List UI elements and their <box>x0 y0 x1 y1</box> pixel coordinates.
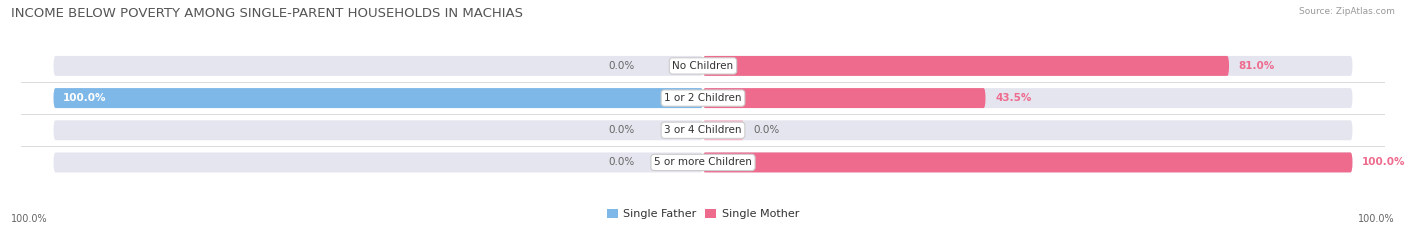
FancyBboxPatch shape <box>53 120 703 140</box>
Text: 0.0%: 0.0% <box>754 125 780 135</box>
Text: 81.0%: 81.0% <box>1239 61 1275 71</box>
FancyBboxPatch shape <box>703 88 1353 108</box>
FancyBboxPatch shape <box>703 88 986 108</box>
FancyBboxPatch shape <box>53 152 703 172</box>
FancyBboxPatch shape <box>703 56 1229 76</box>
Text: 100.0%: 100.0% <box>11 214 48 224</box>
FancyBboxPatch shape <box>703 152 1353 172</box>
FancyBboxPatch shape <box>703 120 1353 140</box>
Text: 5 or more Children: 5 or more Children <box>654 158 752 168</box>
FancyBboxPatch shape <box>703 120 744 140</box>
Text: 100.0%: 100.0% <box>63 93 107 103</box>
Text: Source: ZipAtlas.com: Source: ZipAtlas.com <box>1299 7 1395 16</box>
Text: No Children: No Children <box>672 61 734 71</box>
Text: 0.0%: 0.0% <box>609 125 636 135</box>
Text: 100.0%: 100.0% <box>1358 214 1395 224</box>
Text: 0.0%: 0.0% <box>609 158 636 168</box>
Text: 1 or 2 Children: 1 or 2 Children <box>664 93 742 103</box>
FancyBboxPatch shape <box>53 88 703 108</box>
Text: 100.0%: 100.0% <box>1362 158 1406 168</box>
Text: 43.5%: 43.5% <box>995 93 1032 103</box>
FancyBboxPatch shape <box>703 56 1353 76</box>
Legend: Single Father, Single Mother: Single Father, Single Mother <box>606 209 800 219</box>
Text: 0.0%: 0.0% <box>609 61 636 71</box>
FancyBboxPatch shape <box>703 152 1353 172</box>
FancyBboxPatch shape <box>53 56 703 76</box>
FancyBboxPatch shape <box>53 88 703 108</box>
Text: INCOME BELOW POVERTY AMONG SINGLE-PARENT HOUSEHOLDS IN MACHIAS: INCOME BELOW POVERTY AMONG SINGLE-PARENT… <box>11 7 523 20</box>
Text: 3 or 4 Children: 3 or 4 Children <box>664 125 742 135</box>
